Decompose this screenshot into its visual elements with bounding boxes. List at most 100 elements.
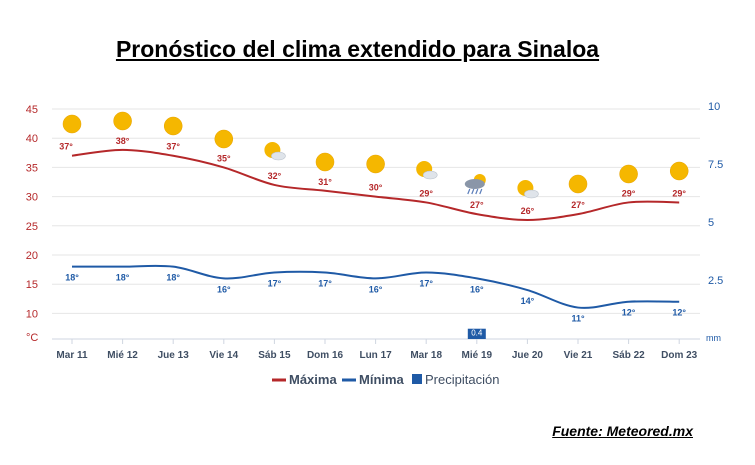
data-label-minima: 16°	[369, 284, 383, 294]
legend: Máxima Mínima Precipitación	[272, 372, 499, 387]
sun-disc	[619, 164, 638, 184]
rain-drop	[479, 188, 483, 195]
x-tick-label: Sáb 22	[612, 350, 645, 361]
data-label-maxima: 29°	[419, 188, 433, 198]
sun-cloud-icon	[416, 161, 438, 180]
data-label-maxima: 38°	[116, 136, 130, 146]
data-label-minima: 11°	[571, 314, 585, 324]
data-label-maxima: 37°	[59, 142, 73, 152]
sun-icon	[315, 152, 335, 172]
x-tick-label: Vie 21	[564, 350, 593, 361]
x-tick-label: Jue 20	[512, 350, 544, 361]
y-axis-right: 2.5 5 7.5 10 mm	[706, 101, 723, 343]
sun-disc	[214, 129, 234, 149]
precip-bar-label: 0.4	[471, 329, 483, 338]
data-label-minima: 18°	[65, 273, 79, 283]
legend-swatch	[412, 374, 422, 384]
cloud-shape	[464, 179, 485, 189]
sun-icon	[568, 174, 588, 194]
y-right-tick-label: 10	[708, 101, 720, 113]
rain-drop	[475, 188, 479, 195]
grid-lines	[52, 108, 700, 314]
legend-label: Precipitación	[425, 372, 499, 387]
legend-label: Máxima	[289, 372, 337, 387]
y-left-tick-label: 10	[26, 308, 38, 320]
x-tick-label: Sáb 15	[258, 350, 291, 361]
x-tick-label: Mié 19	[462, 350, 493, 361]
y-right-tick-label: 5	[708, 217, 714, 229]
y-left-tick-label: 15	[26, 279, 38, 291]
data-label-minima: 18°	[166, 273, 180, 283]
sun-icon	[619, 164, 638, 184]
data-label-minima: 12°	[622, 308, 636, 318]
rain-cloud-icon	[464, 174, 486, 195]
legend-item-minima[interactable]: Mínima	[342, 372, 405, 387]
x-tick-label: Mar 18	[410, 350, 442, 361]
precip-bar	[467, 328, 486, 339]
x-tick-label: Lun 17	[359, 350, 392, 361]
data-label-minima: 14°	[521, 296, 535, 306]
data-label-minima: 17°	[268, 279, 282, 289]
y-axis-left: 10 15 20 25 30 35 40 45 °C	[26, 104, 39, 344]
data-label-minima: 18°	[116, 273, 130, 283]
data-label-minima: 16°	[470, 284, 484, 294]
weather-icons	[62, 111, 689, 199]
sun-disc	[669, 161, 689, 181]
legend-item-precipitacion[interactable]: Precipitación	[412, 372, 499, 387]
y-left-tick-label: 45	[26, 104, 38, 116]
y-left-tick-label: 40	[26, 133, 38, 145]
x-tick-label: Vie 14	[209, 350, 238, 361]
data-label-maxima: 27°	[571, 200, 585, 210]
sun-icon	[669, 161, 689, 181]
x-tick-label: Mar 11	[56, 350, 88, 361]
sun-icon	[113, 111, 132, 131]
sun-icon	[62, 114, 82, 134]
data-label-minima: 12°	[672, 308, 686, 318]
data-label-minima: 17°	[318, 279, 332, 289]
data-label-maxima: 29°	[672, 188, 686, 198]
data-label-maxima: 30°	[369, 183, 383, 193]
rain-drop	[467, 188, 471, 195]
cloud-shape	[524, 189, 539, 199]
y-left-tick-label: 25	[26, 221, 38, 233]
precip-bars: 0.4	[467, 328, 486, 339]
data-label-maxima: 31°	[318, 177, 332, 187]
rain-drop	[471, 188, 475, 195]
sun-cloud-icon	[264, 142, 286, 161]
cloud-shape	[271, 151, 286, 161]
y-left-tick-label: 20	[26, 250, 38, 262]
legend-label: Mínima	[359, 372, 405, 387]
data-labels: 37° 38° 37° 35° 32° 31° 30° 29° 27° 26° 27° 29° 29° 1…	[59, 136, 686, 324]
data-label-minima: 16°	[217, 284, 231, 294]
sun-cloud-icon	[517, 180, 539, 199]
sun-disc	[366, 154, 385, 174]
sun-disc	[113, 111, 132, 131]
y-left-tick-label: 35	[26, 162, 38, 174]
data-label-maxima: 35°	[217, 153, 231, 163]
x-tick-label: Mié 12	[107, 350, 138, 361]
sun-icon	[366, 154, 385, 174]
y-right-tick-label: 7.5	[708, 159, 723, 171]
series-line-maxima	[71, 148, 680, 221]
sun-disc	[163, 116, 183, 136]
data-label-maxima: 29°	[622, 188, 636, 198]
data-label-maxima: 26°	[521, 206, 535, 216]
data-label-maxima: 27°	[470, 200, 484, 210]
y-left-tick-label: 30	[26, 192, 38, 204]
source-credit: Fuente: Meteored.mx	[552, 423, 693, 439]
legend-item-maxima[interactable]: Máxima	[272, 372, 337, 387]
x-axis: Mar 11 Mié 12 Jue 13 Vie 14 Sáb 15 Dom 16 Lun …	[52, 338, 700, 361]
cloud-shape	[422, 170, 438, 180]
y-left-unit-label: °C	[26, 332, 38, 344]
data-label-minima: 17°	[419, 279, 433, 289]
sun-disc	[568, 174, 588, 194]
series-line-minima	[71, 264, 680, 309]
y-right-unit-label: mm	[706, 333, 721, 343]
series-lines	[71, 148, 680, 309]
data-label-maxima: 32°	[268, 171, 282, 181]
sun-disc	[62, 114, 82, 134]
x-tick-label: Dom 23	[661, 350, 698, 361]
y-right-tick-label: 2.5	[708, 275, 723, 287]
data-label-maxima: 37°	[166, 142, 180, 152]
